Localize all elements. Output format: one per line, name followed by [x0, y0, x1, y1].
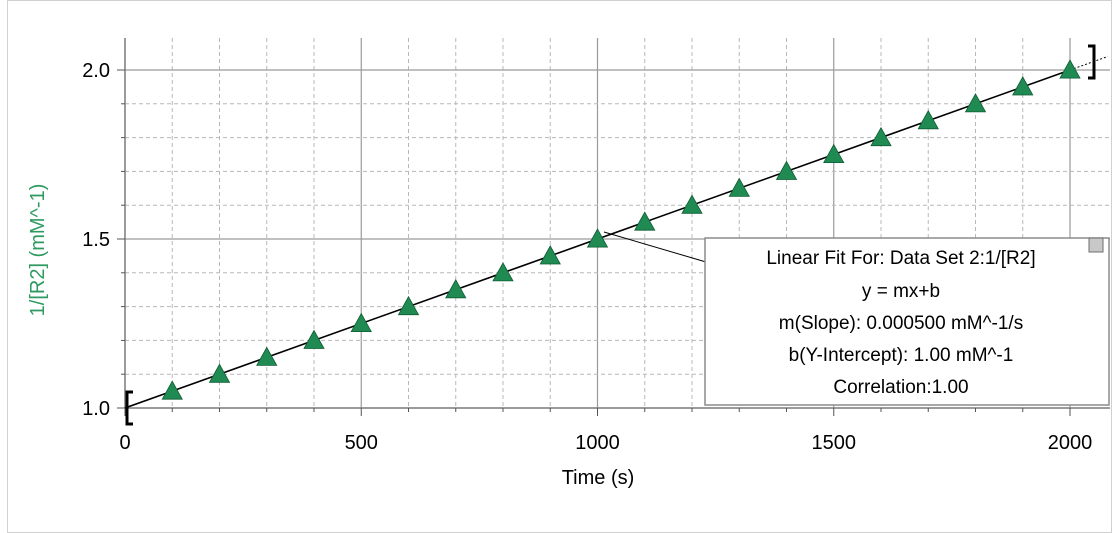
fit-line-extension	[1069, 56, 1108, 71]
x-tick-label: 2000	[1048, 432, 1093, 454]
data-point	[397, 295, 420, 316]
fit-box-slope: m(Slope): 0.000500 mM^-1/s	[779, 313, 1023, 334]
data-point	[208, 363, 231, 383]
data-point	[350, 312, 372, 333]
data-point	[964, 93, 987, 113]
data-point	[728, 177, 750, 197]
data-point	[870, 126, 892, 147]
fit-box-correlation: Correlation:1.00	[833, 377, 968, 398]
fit-annotation-leader	[603, 231, 707, 263]
x-axis-title: Time (s)	[562, 467, 635, 489]
data-point	[823, 143, 845, 164]
fit-box-intercept: b(Y-Intercept): 1.00 mM^-1	[789, 345, 1014, 366]
data-point	[1059, 59, 1081, 79]
fit-box-title: Linear Fit For: Data Set 2:1/[R2]	[766, 248, 1035, 269]
data-point	[634, 211, 656, 231]
y-tick-label: 1.5	[82, 229, 110, 251]
x-tick-labels: 0 500 1000 1500 2000	[119, 432, 1092, 454]
y-tick-label: 2.0	[82, 60, 110, 82]
data-point	[445, 278, 467, 299]
data-point	[586, 228, 609, 248]
data-point	[539, 245, 561, 265]
range-bracket-right[interactable]	[1088, 44, 1096, 80]
y-tick-label: 1.0	[82, 398, 110, 420]
fit-box-close-handle[interactable]	[1088, 237, 1104, 253]
range-bracket-left	[125, 390, 133, 426]
x-tick-label: 500	[345, 432, 378, 454]
ticks	[117, 69, 1071, 416]
data-point	[1012, 76, 1034, 96]
linear-fit-box-frame	[704, 237, 1110, 406]
data-markers	[161, 59, 1081, 400]
data-point	[303, 329, 325, 349]
y-axis-title: 1/[R2] (mM^-1)	[27, 184, 49, 317]
fit-box-equation: y = mx+b	[862, 281, 940, 302]
x-tick-label: 0	[119, 432, 130, 454]
data-point	[917, 109, 939, 130]
data-point	[775, 160, 798, 180]
x-tick-label: 1000	[575, 432, 620, 454]
data-point	[161, 380, 183, 400]
x-tick-label: 1500	[812, 432, 857, 454]
data-point	[681, 194, 703, 214]
y-tick-labels: 1.0 1.5 2.0	[82, 60, 110, 420]
data-point	[256, 346, 278, 366]
data-point	[492, 262, 514, 282]
linear-fit-box[interactable]: Linear Fit For: Data Set 2:1/[R2] y = mx…	[704, 237, 1110, 406]
